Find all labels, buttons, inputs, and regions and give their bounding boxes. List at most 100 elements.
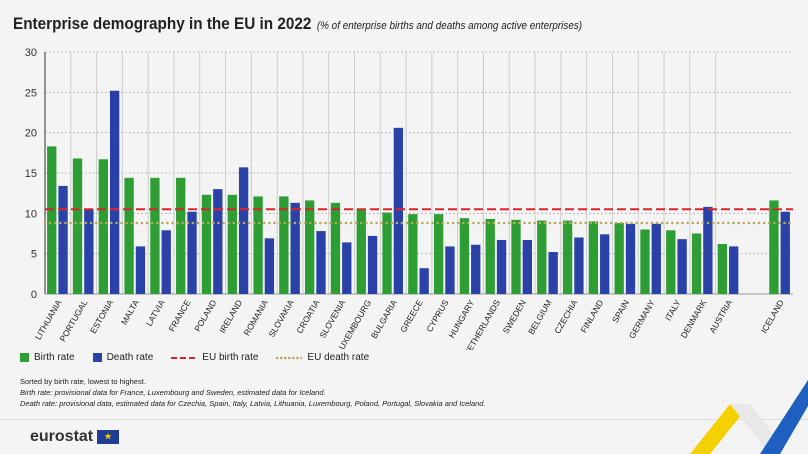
bar-birth [330, 202, 341, 294]
chart-subtitle: (% of enterprise births and deaths among… [316, 20, 583, 32]
x-tick-label: GREECE [398, 298, 425, 334]
x-tick-label: SPAIN [610, 298, 631, 325]
birth-swatch [20, 353, 29, 362]
x-tick-label: LATVIA [144, 298, 167, 328]
bar-birth [408, 214, 418, 294]
y-tick-label: 10 [25, 208, 37, 220]
divider [0, 419, 808, 420]
x-tick-label: GERMANY [627, 298, 657, 341]
bar-birth [717, 243, 728, 294]
bar-birth [511, 219, 521, 294]
decorative-chevron-icon [690, 380, 808, 454]
bar-death [290, 202, 300, 294]
bar-death [316, 231, 326, 294]
dotted-swatch [276, 356, 303, 359]
bar-birth [640, 229, 650, 294]
note: Sorted by birth rate, lowest to highest. [20, 377, 146, 386]
bar-birth [227, 194, 237, 294]
bar-death [135, 246, 146, 294]
x-tick-label: FINLAND [578, 298, 605, 335]
eu-flag-icon: ★ [97, 430, 120, 444]
x-tick-label: SWEDEN [501, 298, 528, 335]
legend-label: Death rate [106, 352, 154, 363]
bar-birth [124, 177, 134, 294]
bar-birth [614, 223, 624, 294]
bar-death [574, 237, 584, 294]
bar-death [238, 167, 249, 294]
legend: Birth rate Death rate EU birth rate EU d… [20, 352, 369, 363]
x-tick-label: CROATIA [294, 298, 321, 335]
bar-death [522, 239, 532, 294]
bar-death [677, 239, 687, 294]
y-tick-label: 5 [31, 249, 37, 261]
eurostat-logo: eurostat ★ [30, 428, 120, 446]
x-tick-label: ITALY [663, 298, 683, 323]
bar-birth [201, 194, 212, 294]
x-tick-label: CYPRUS [424, 298, 451, 334]
bar-birth [537, 220, 547, 294]
y-tick-label: 25 [25, 87, 37, 99]
bar-death [393, 127, 404, 295]
bar-birth [433, 214, 444, 294]
x-tick-label: ROMANIA [241, 298, 270, 338]
y-tick-label: 0 [31, 289, 37, 301]
bar-death [548, 252, 558, 294]
bar-death [419, 268, 429, 294]
bar-birth [666, 230, 676, 294]
legend-birth: Birth rate [20, 352, 75, 363]
bar-birth [279, 196, 289, 294]
dashed-swatch [171, 356, 198, 359]
x-tick-label: AUSTRIA [707, 298, 734, 335]
y-tick-label: 20 [25, 128, 37, 140]
bar-death [367, 235, 378, 294]
bar-birth [382, 212, 392, 294]
footnotes: Sorted by birth rate, lowest to highest.… [20, 376, 486, 409]
bar-death [496, 239, 507, 294]
x-tick-label: DENMARK [679, 298, 709, 340]
bar-death [264, 238, 275, 294]
bar-death [213, 189, 223, 294]
bar-birth [253, 196, 263, 294]
bar-death [84, 209, 94, 294]
y-tick-label: 30 [25, 47, 37, 59]
legend-label: EU death rate [307, 352, 370, 363]
legend-eu-death: EU death rate [276, 352, 369, 363]
x-tick-label: ICELAND [759, 298, 786, 335]
bar-death [342, 242, 352, 294]
bar-death [445, 246, 455, 294]
bar-birth [485, 218, 495, 294]
x-tick-label: BELGIUM [526, 298, 554, 336]
brand-text: eurostat [30, 428, 94, 445]
bar-death [703, 206, 713, 294]
note: Death rate: provisional data, estimated … [20, 399, 486, 408]
bar-birth [562, 220, 573, 294]
bar-birth [98, 159, 108, 294]
bar-birth [459, 218, 470, 294]
bar-birth [305, 200, 315, 294]
x-tick-label: ESTONIA [88, 298, 115, 335]
bar-death [109, 90, 120, 294]
death-swatch [92, 353, 102, 362]
chart-title: Enterprise demography in the EU in 2022 (… [13, 14, 582, 34]
note: Birth rate: provisional data for France,… [20, 388, 326, 397]
x-tick-label: POLAND [192, 298, 218, 333]
bar-death [651, 223, 661, 294]
title-text: Enterprise demography in the EU in 2022 [13, 14, 312, 33]
x-tick-label: FRANCE [166, 298, 192, 334]
bar-birth [691, 233, 702, 294]
bar-birth [72, 158, 83, 294]
bar-death [161, 230, 171, 294]
bar-birth [176, 177, 186, 294]
x-tick-label: IRELAND [217, 298, 244, 335]
legend-label: Birth rate [34, 352, 75, 363]
x-tick-label: CZECHIA [552, 298, 579, 336]
bar-death [471, 244, 481, 294]
x-tick-label: MALTA [119, 298, 141, 327]
bar-birth [588, 221, 599, 294]
bar-birth [769, 200, 779, 294]
bar-birth [47, 146, 57, 294]
bar-death [625, 223, 636, 294]
x-tick-label: BULGARIA [369, 298, 399, 341]
bar-death [780, 211, 790, 294]
